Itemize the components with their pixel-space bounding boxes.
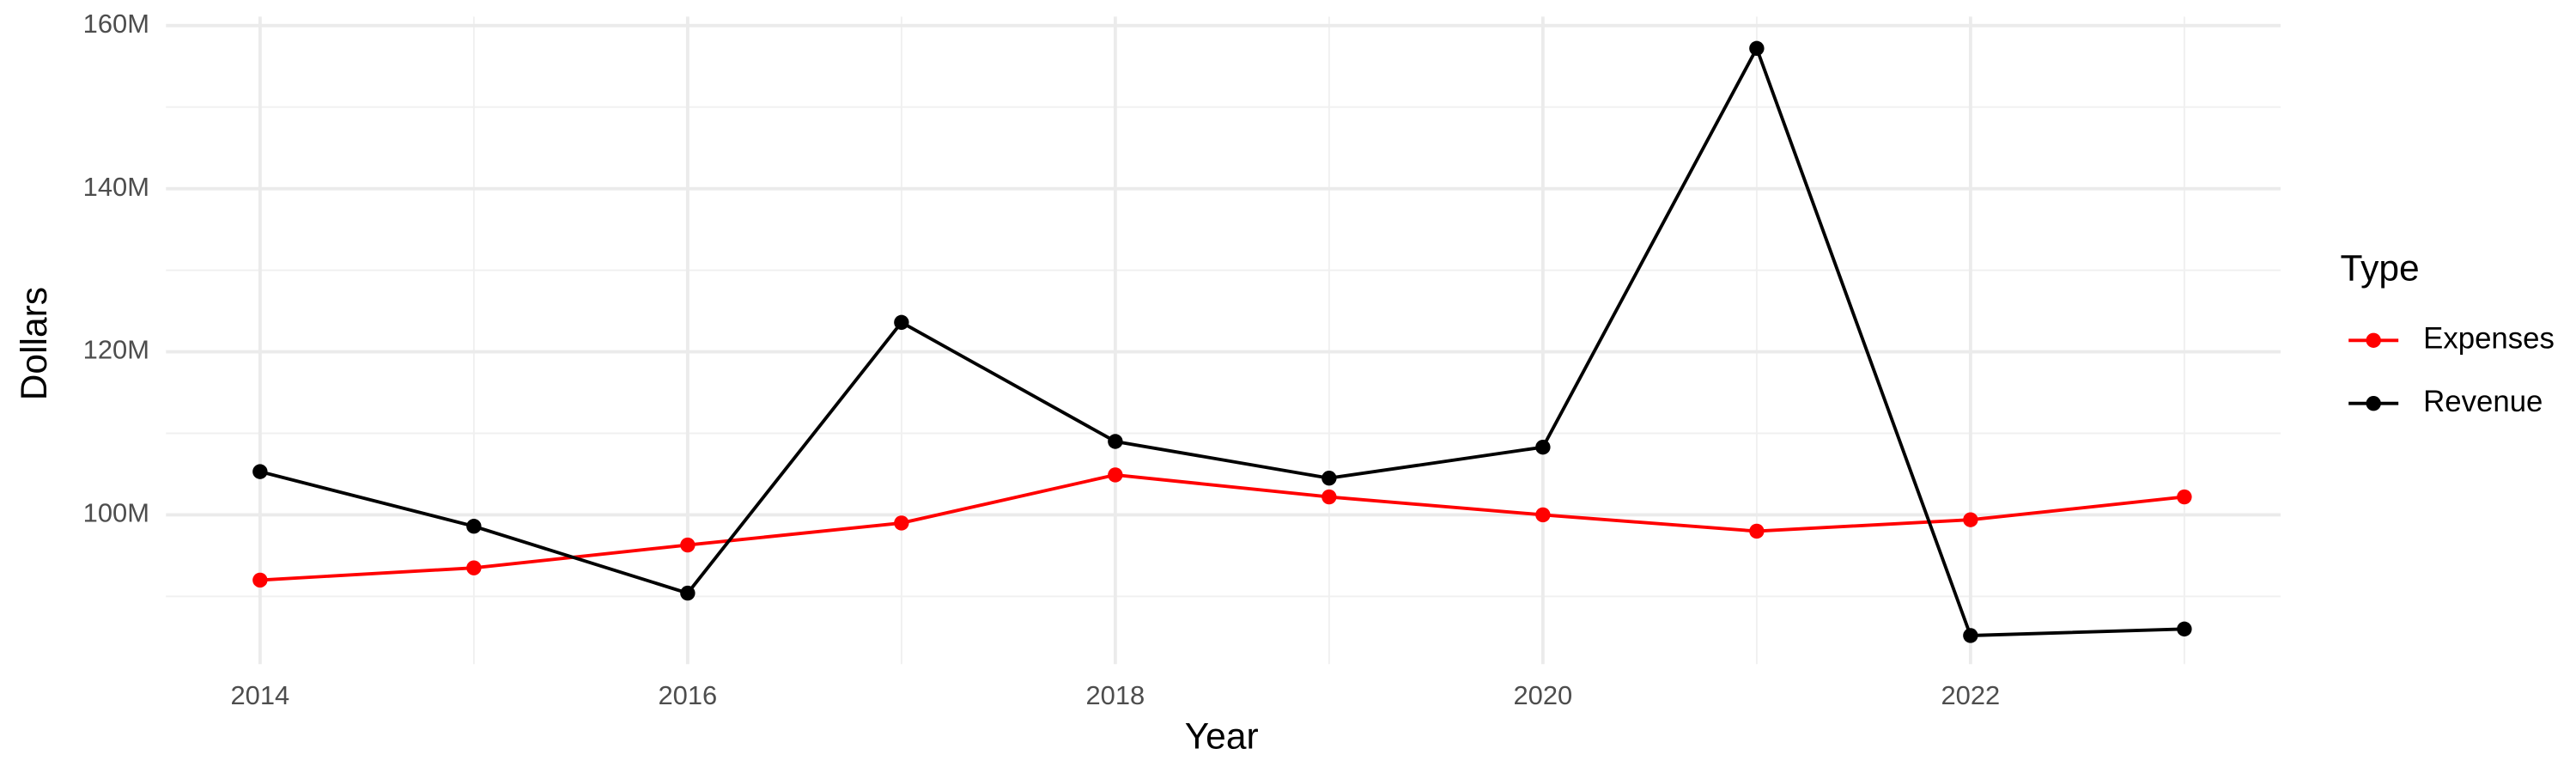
data-point — [680, 585, 696, 601]
y-tick-label: 120M — [83, 335, 149, 365]
x-tick-label: 2014 — [230, 680, 289, 710]
x-tick-label: 2018 — [1085, 680, 1145, 710]
y-tick-label: 140M — [83, 172, 149, 202]
data-point — [1749, 523, 1765, 539]
series-line — [259, 472, 2185, 582]
data-point — [1321, 471, 1337, 486]
y-axis-title: Dollars — [15, 287, 55, 400]
legend-point — [2366, 332, 2381, 348]
data-point — [1749, 40, 1765, 57]
data-point — [680, 537, 696, 553]
y-tick-label: 160M — [83, 9, 149, 39]
data-point — [1535, 439, 1551, 455]
legend-point — [2366, 396, 2381, 411]
data-point — [1963, 512, 1978, 527]
x-tick-label: 2022 — [1941, 680, 2000, 710]
data-point — [1321, 489, 1337, 505]
data-point — [2177, 621, 2192, 637]
x-axis-title: Year — [1185, 716, 1259, 757]
data-point — [1108, 434, 1123, 449]
data-point — [466, 560, 482, 575]
legend-label: Revenue — [2423, 386, 2543, 418]
legend-title: Type — [2341, 248, 2420, 289]
data-point — [1535, 507, 1551, 523]
data-point — [466, 519, 482, 534]
data-point — [252, 464, 268, 479]
data-point — [1963, 628, 1978, 643]
data-point — [894, 314, 909, 331]
series-line — [259, 44, 2184, 637]
data-point — [2177, 489, 2192, 505]
y-tick-label: 100M — [83, 498, 149, 528]
legend-label: Expenses — [2423, 322, 2555, 355]
x-tick-label: 2016 — [658, 680, 717, 710]
x-tick-label: 2020 — [1513, 680, 1572, 710]
data-point — [894, 515, 909, 531]
data-point — [252, 572, 268, 588]
data-point — [1108, 467, 1123, 483]
